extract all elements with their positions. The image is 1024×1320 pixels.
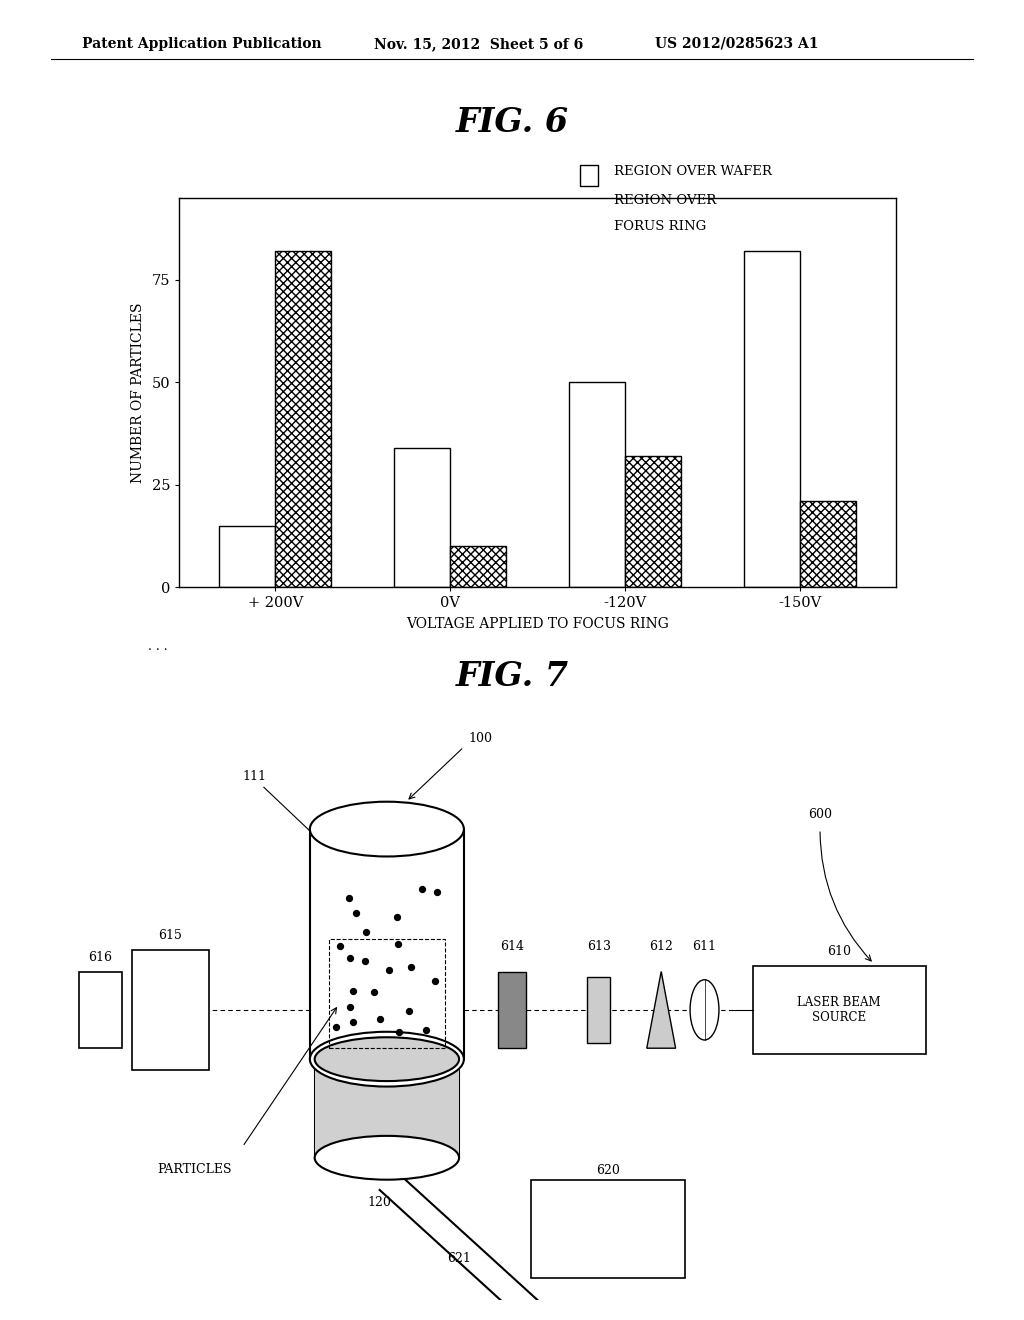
Y-axis label: NUMBER OF PARTICLES: NUMBER OF PARTICLES (131, 302, 144, 483)
Bar (275, 251, 332, 587)
Text: Patent Application Publication: Patent Application Publication (82, 37, 322, 51)
Bar (743, 251, 800, 587)
Point (403, 957, 420, 978)
Point (345, 1011, 361, 1032)
Point (389, 933, 406, 954)
Ellipse shape (314, 1135, 459, 1180)
Point (341, 887, 357, 908)
Ellipse shape (314, 1038, 459, 1081)
Polygon shape (587, 977, 610, 1043)
Text: 600: 600 (808, 808, 833, 821)
Text: PARTICLES: PARTICLES (157, 1163, 231, 1176)
Text: FORUS RING: FORUS RING (614, 220, 707, 234)
Text: 615: 615 (159, 929, 182, 941)
Text: LASER BEAM
SOURCE: LASER BEAM SOURCE (798, 995, 881, 1024)
Point (342, 948, 358, 969)
Text: REGION OVER WAFER: REGION OVER WAFER (614, 165, 772, 178)
Bar (314, 1059, 459, 1158)
Point (342, 997, 358, 1018)
Bar (394, 447, 451, 587)
Bar (580, 165, 598, 186)
Point (390, 1022, 407, 1043)
Bar (531, 1180, 685, 1278)
Bar (329, 939, 444, 1048)
Text: 616: 616 (88, 950, 113, 964)
Text: 613: 613 (587, 940, 610, 953)
Point (358, 921, 375, 942)
Text: FIG. 6: FIG. 6 (456, 106, 568, 139)
Ellipse shape (310, 801, 464, 857)
Text: . . .: . . . (148, 640, 168, 653)
Bar (569, 383, 625, 587)
Text: REGION OVER: REGION OVER (614, 194, 717, 207)
Point (328, 1016, 344, 1038)
Point (366, 982, 382, 1003)
Point (356, 950, 373, 972)
Bar (800, 502, 856, 587)
Point (348, 903, 365, 924)
Point (389, 907, 406, 928)
Text: 614: 614 (500, 940, 524, 953)
Ellipse shape (690, 979, 719, 1040)
Text: 120: 120 (368, 1196, 391, 1209)
Point (332, 936, 348, 957)
Text: 620: 620 (596, 1164, 621, 1177)
Text: 612: 612 (649, 940, 673, 953)
Text: FIG. 7: FIG. 7 (456, 660, 568, 693)
Bar (753, 966, 926, 1053)
Bar (580, 205, 598, 226)
Polygon shape (498, 972, 526, 1048)
Point (372, 1008, 388, 1030)
Point (381, 960, 397, 981)
Ellipse shape (310, 1032, 464, 1086)
Text: 621: 621 (447, 1251, 471, 1265)
X-axis label: VOLTAGE APPLIED TO FOCUS RING: VOLTAGE APPLIED TO FOCUS RING (407, 618, 669, 631)
Bar (219, 525, 275, 587)
Bar (132, 949, 209, 1071)
Point (400, 1001, 417, 1022)
Point (426, 970, 442, 991)
Polygon shape (647, 972, 676, 1048)
Text: 111: 111 (243, 770, 266, 783)
Point (414, 879, 430, 900)
Bar (79, 972, 122, 1048)
Text: US 2012/0285623 A1: US 2012/0285623 A1 (655, 37, 819, 51)
Text: 610: 610 (827, 945, 851, 958)
Text: 100: 100 (469, 731, 493, 744)
Point (345, 979, 361, 1001)
Point (418, 1019, 434, 1040)
Text: Nov. 15, 2012  Sheet 5 of 6: Nov. 15, 2012 Sheet 5 of 6 (374, 37, 583, 51)
Point (428, 882, 444, 903)
Bar (625, 457, 681, 587)
Bar (451, 546, 506, 587)
Text: 611: 611 (692, 940, 717, 953)
